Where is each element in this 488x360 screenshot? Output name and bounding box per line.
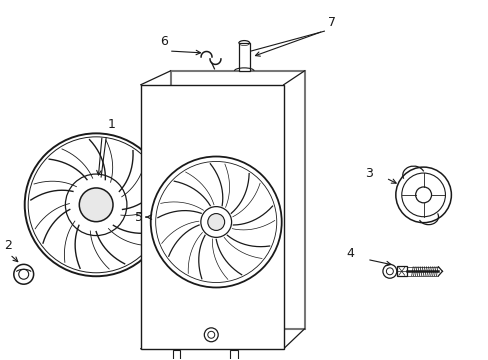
Bar [172,350,180,360]
Text: 2: 2 [4,239,12,252]
Text: 6: 6 [160,35,167,48]
Circle shape [207,213,224,230]
Text: 5: 5 [135,211,142,224]
Circle shape [79,188,113,222]
Polygon shape [141,85,283,349]
Text: 1: 1 [108,118,116,131]
Bar [170,71,304,329]
Bar [229,350,237,360]
Text: 4: 4 [346,247,353,260]
Text: 3: 3 [365,167,372,180]
FancyBboxPatch shape [396,266,406,276]
Bar [238,43,249,71]
Text: 7: 7 [327,16,336,29]
